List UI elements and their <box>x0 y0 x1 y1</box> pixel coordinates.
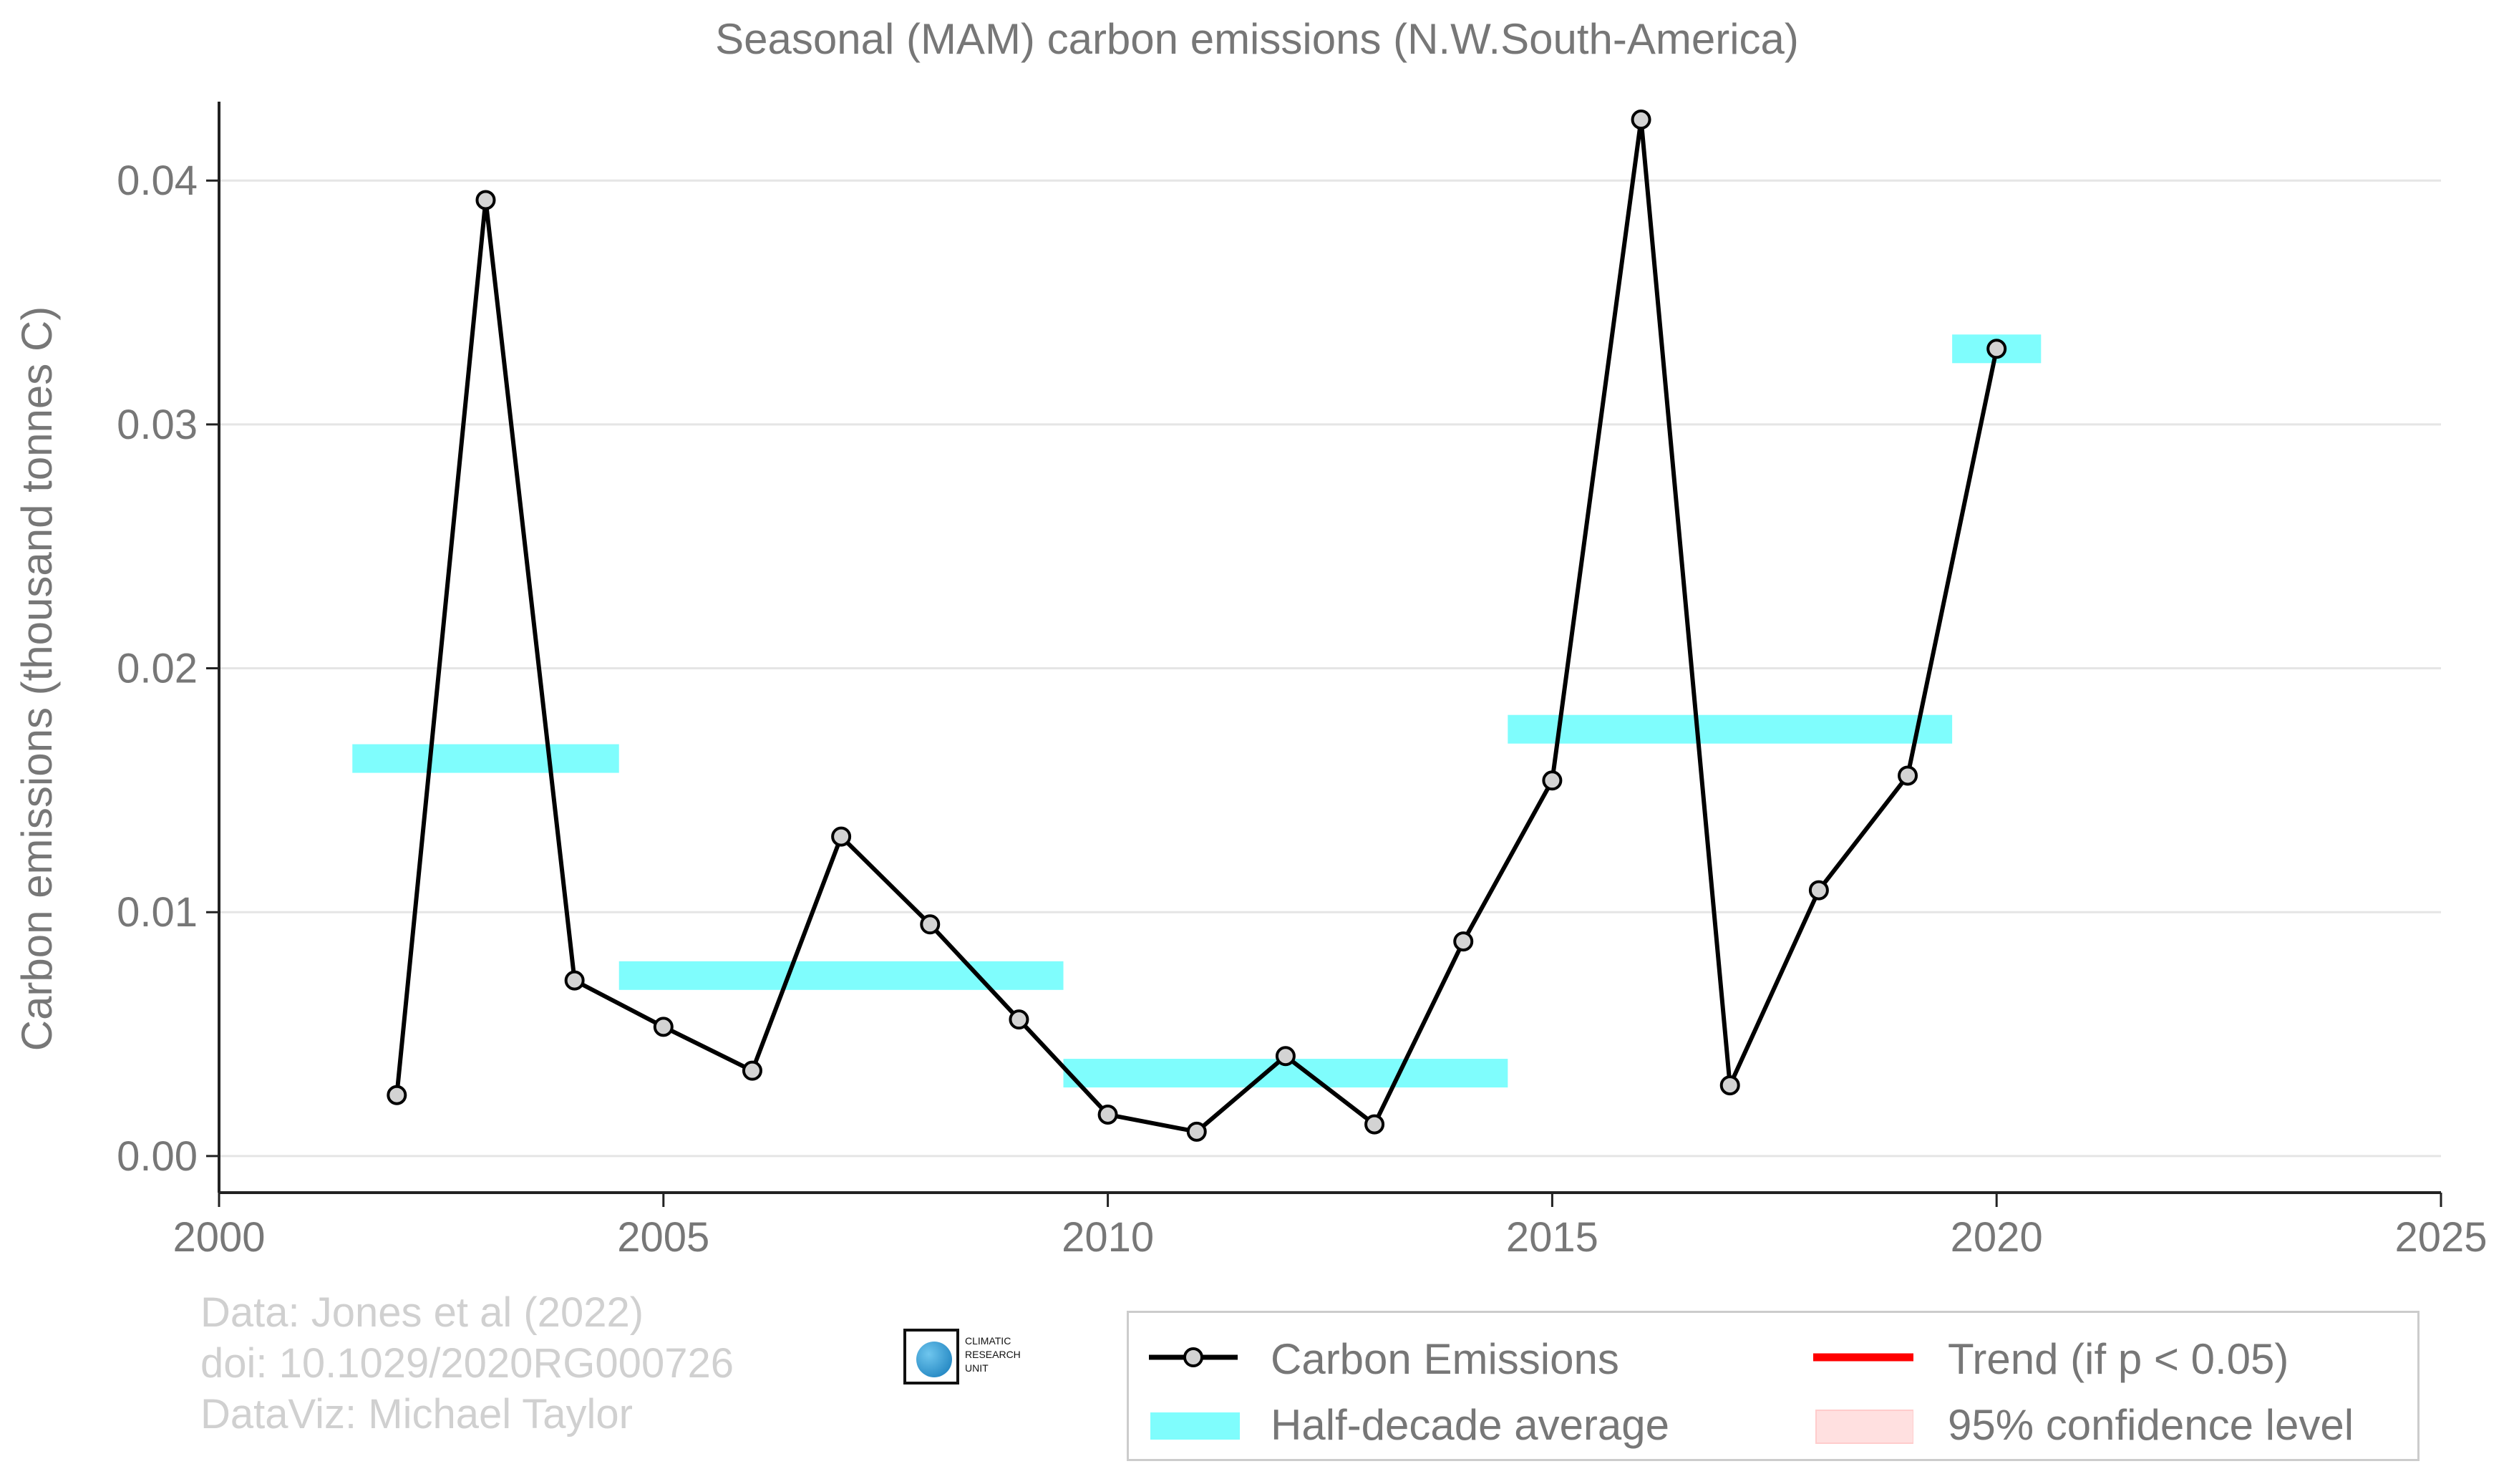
logo-text-line-1: CLIMATIC <box>965 1335 1011 1347</box>
legend-swatch-trend <box>1813 1353 1913 1362</box>
points-layer <box>387 110 2007 1142</box>
credit-dataviz: DataViz: Michael Taylor <box>200 1391 633 1437</box>
x-tick-label: 2000 <box>173 1214 265 1261</box>
globe-icon <box>916 1342 952 1377</box>
x-tick-label: 2025 <box>2394 1214 2487 1261</box>
half-decade-bar <box>618 961 1064 990</box>
data-point <box>1542 770 1563 791</box>
legend-item-carbon-emissions: Carbon Emissions <box>1143 1329 1730 1386</box>
data-point <box>1986 339 2007 359</box>
data-point <box>1097 1104 1118 1125</box>
data-point <box>387 1085 407 1105</box>
x-tick-label: 2005 <box>617 1214 709 1261</box>
data-point <box>920 914 941 935</box>
data-point <box>475 190 496 210</box>
x-tick-label: 2015 <box>1506 1214 1598 1261</box>
legend-item-trend: Trend (if p < 0.05) <box>1813 1329 2400 1386</box>
data-point <box>831 826 852 847</box>
data-point <box>1719 1075 1740 1096</box>
data-credits: Data: Jones et al (2022) doi: 10.1029/20… <box>200 1287 734 1440</box>
legend-label-trend: Trend (if p < 0.05) <box>1948 1335 2289 1383</box>
data-point <box>1364 1114 1385 1135</box>
credit-data-source: Data: Jones et al (2022) <box>200 1289 644 1336</box>
legend-label-half-decade: Half-decade average <box>1271 1401 1670 1449</box>
y-tick-label: 0.00 <box>117 1133 198 1180</box>
data-point <box>1186 1121 1207 1142</box>
credit-doi: doi: 10.1029/2020RG000726 <box>200 1340 734 1387</box>
logo-text-line-2: RESEARCH <box>965 1349 1021 1360</box>
grid-layer <box>219 179 2441 1158</box>
logo-text: CLIMATIC RESEARCH UNIT <box>965 1334 1021 1375</box>
logo-text-line-3: UNIT <box>965 1362 989 1374</box>
legend-swatch-line-marker <box>1149 1347 1238 1367</box>
y-tick-label: 0.02 <box>117 646 198 692</box>
data-point <box>564 970 585 991</box>
half-decade-bar <box>1508 714 1953 744</box>
axis-layer: 0.00 0.01 0.02 0.03 0.04 2000 2005 2010 2015 2020… <box>117 102 2488 1261</box>
x-tick-label: 2010 <box>1062 1214 1154 1261</box>
data-point <box>1275 1046 1296 1067</box>
cru-logo: CLIMATIC RESEARCH UNIT <box>903 1329 1047 1386</box>
y-tick-label: 0.01 <box>117 889 198 936</box>
legend-label-carbon-emissions: Carbon Emissions <box>1271 1335 1619 1383</box>
legend-swatch-half-decade <box>1150 1412 1240 1440</box>
x-tick-label: 2020 <box>1951 1214 2043 1261</box>
y-axis-label: Carbon emissions (thousand tonnes C) <box>13 306 61 1052</box>
legend: Carbon Emissions Trend (if p < 0.05) Hal… <box>1127 1311 2420 1461</box>
chart-title: Seasonal (MAM) carbon emissions (N.W.Sou… <box>715 15 1799 63</box>
data-point <box>1453 931 1474 952</box>
legend-swatch-confidence <box>1815 1410 1913 1444</box>
y-tick-label: 0.04 <box>117 157 198 204</box>
half-decade-bands <box>352 334 2042 1088</box>
data-point <box>742 1060 762 1081</box>
legend-label-confidence: 95% confidence level <box>1948 1401 2354 1449</box>
half-decade-bar <box>352 744 619 773</box>
logo-frame <box>903 1329 959 1384</box>
legend-item-confidence: 95% confidence level <box>1813 1395 2400 1452</box>
data-point <box>1808 880 1829 901</box>
y-tick-label: 0.03 <box>117 402 198 448</box>
data-point <box>1898 765 1918 786</box>
data-point <box>653 1017 674 1037</box>
legend-item-half-decade: Half-decade average <box>1143 1395 1730 1452</box>
data-point <box>1631 110 1651 130</box>
data-point <box>1009 1009 1029 1030</box>
